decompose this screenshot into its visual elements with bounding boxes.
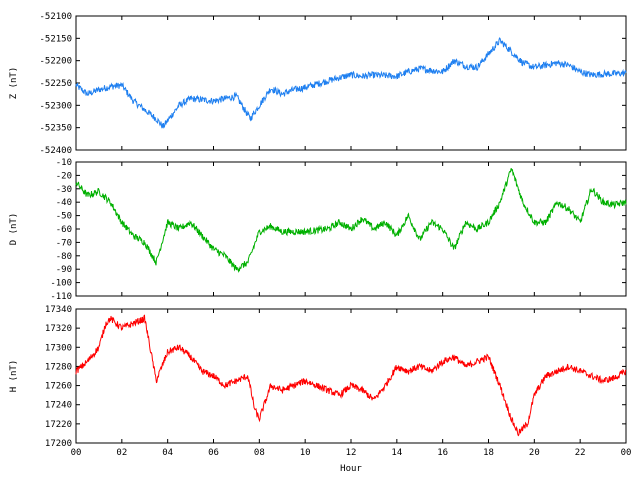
y-tick-label: -52400 xyxy=(39,146,72,156)
x-tick-label: 00 xyxy=(621,448,632,458)
y-tick-label: -52350 xyxy=(39,124,72,134)
x-tick-label: 06 xyxy=(208,448,219,458)
y-tick-label: -30 xyxy=(56,185,72,195)
y-tick-label: -70 xyxy=(56,238,72,248)
series-line-0-0 xyxy=(75,37,627,129)
y-tick-label: -52300 xyxy=(39,101,72,111)
panel-frame-0 xyxy=(75,15,627,151)
y-tick-label: -10 xyxy=(56,158,72,168)
y-tick-label: -52150 xyxy=(39,34,72,44)
x-axis-label: Hour xyxy=(340,464,362,474)
series-line-2-0 xyxy=(75,314,627,437)
y-axis-label: H (nT) xyxy=(9,360,19,393)
y-tick-label: 17220 xyxy=(45,420,72,430)
y-tick-label: -40 xyxy=(56,198,72,208)
y-tick-label: 17300 xyxy=(45,343,72,353)
y-tick-label: -20 xyxy=(56,171,72,181)
x-tick-label: 18 xyxy=(483,448,494,458)
x-tick-label: 20 xyxy=(529,448,540,458)
y-tick-label: -110 xyxy=(50,292,72,302)
x-tick-label: 14 xyxy=(391,448,402,458)
y-tick-label: -100 xyxy=(50,279,72,289)
x-tick-label: 12 xyxy=(346,448,357,458)
y-tick-label: -52200 xyxy=(39,57,72,67)
x-tick-label: 04 xyxy=(162,448,173,458)
y-tick-label: 17260 xyxy=(45,382,72,392)
y-tick-label: 17200 xyxy=(45,439,72,449)
y-tick-label: 17280 xyxy=(45,362,72,372)
y-tick-label: 17340 xyxy=(45,305,72,315)
x-tick-label: 02 xyxy=(116,448,127,458)
series-line-1-0 xyxy=(75,168,627,273)
y-tick-label: -50 xyxy=(56,212,72,222)
y-tick-label: -52100 xyxy=(39,12,72,22)
y-axis-label: D (nT) xyxy=(9,213,19,246)
x-tick-label: 08 xyxy=(254,448,265,458)
y-tick-label: -90 xyxy=(56,265,72,275)
x-tick-label: 22 xyxy=(575,448,586,458)
y-tick-label: -60 xyxy=(56,225,72,235)
y-tick-label: -80 xyxy=(56,252,72,262)
y-axis-label: Z (nT) xyxy=(9,67,19,100)
x-tick-label: 00 xyxy=(71,448,82,458)
x-tick-label: 10 xyxy=(300,448,311,458)
y-tick-label: -52250 xyxy=(39,79,72,89)
x-tick-label: 16 xyxy=(437,448,448,458)
y-tick-label: 17320 xyxy=(45,324,72,334)
y-tick-label: 17240 xyxy=(45,401,72,411)
